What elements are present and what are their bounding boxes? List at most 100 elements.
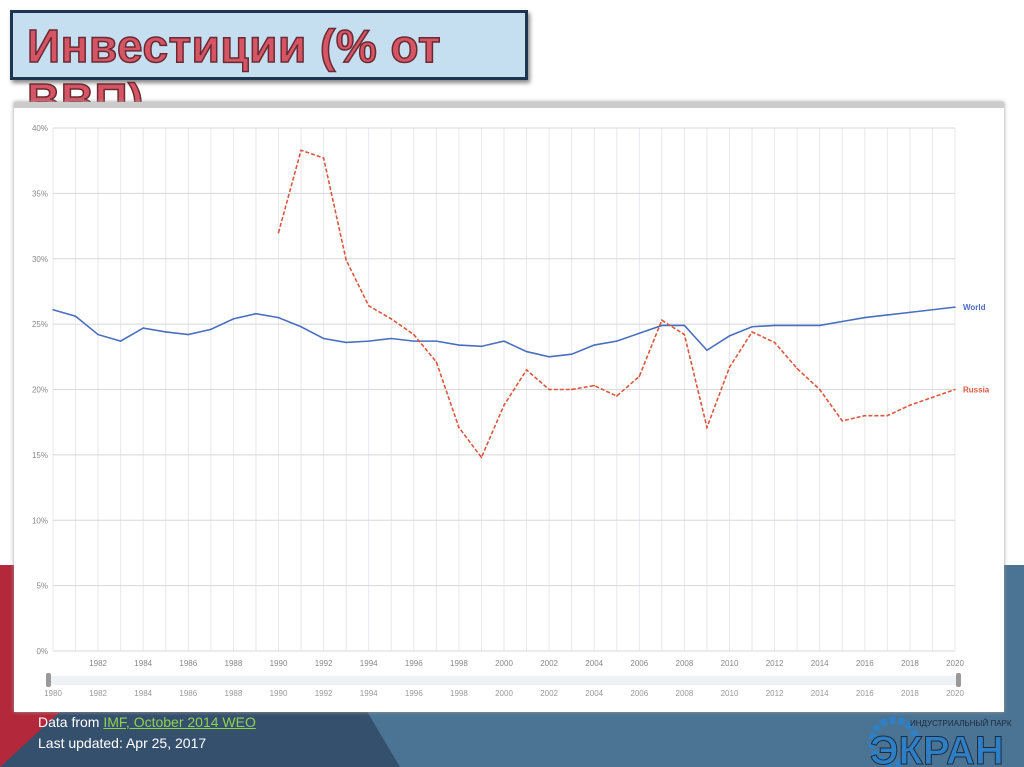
data-point-russia [480,456,483,459]
data-point-world [74,315,77,318]
footer-source: Data from IMF, October 2014 WEO [38,714,256,730]
data-point-russia [503,404,505,406]
data-point-world [322,337,325,340]
title-box: Инвестиции (% от ВВП) [10,10,528,127]
data-point-world [818,324,821,327]
data-point-russia [593,384,595,387]
y-tick-label: 20% [32,386,48,395]
data-point-russia [638,375,641,378]
data-point-world [728,335,731,337]
x-tick-label: 2008 [676,659,694,668]
x-tick-label: 1992 [315,659,333,668]
data-point-world [841,320,844,323]
data-point-world [864,316,866,319]
data-point-world [345,341,347,344]
slider-tick-label: 2018 [901,689,919,698]
data-point-world [570,353,573,355]
data-point-world [300,325,302,328]
chart-panel [14,102,1004,712]
data-point-russia [413,333,415,336]
x-tick-label: 1988 [225,659,243,668]
y-tick-label: 25% [32,320,48,329]
data-point-world [638,332,641,335]
last-updated: Last updated: Apr 25, 2017 [38,735,207,751]
data-point-russia [728,366,731,369]
slider-tick-label: 2012 [766,689,784,698]
y-tick-label: 35% [32,189,48,198]
source-link[interactable]: IMF, October 2014 WEO [103,714,256,730]
x-tick-label: 1994 [360,659,378,668]
data-point-world [480,345,483,348]
data-point-world [142,327,144,329]
data-point-world [773,324,776,327]
y-tick-label: 5% [36,582,48,591]
data-point-world [97,333,99,336]
data-point-world [210,328,212,331]
data-point-russia [841,420,844,422]
slider-tick-label: 2000 [495,689,513,698]
x-tick-label: 2018 [901,659,919,668]
data-point-world [796,324,798,327]
range-slider-handle-right[interactable] [956,673,961,687]
data-point-world [503,340,505,342]
slider-tick-label: 2014 [811,689,829,698]
slider-tick-label: 1990 [270,689,288,698]
y-tick-label: 10% [32,516,48,525]
data-point-russia [367,305,370,307]
x-tick-label: 2002 [540,659,558,668]
data-point-russia [525,369,528,371]
data-point-world [615,340,618,342]
range-slider-track [49,676,959,685]
ekran-logo: ИНДУСТРИАЛЬНЫЙ ПАРК ЭКРАН [868,716,1012,767]
data-point-russia [886,414,889,417]
data-point-world [119,340,122,342]
x-tick-label: 1984 [134,659,152,668]
slider-tick-label: 1982 [89,689,107,698]
x-tick-label: 1986 [179,659,197,668]
data-point-world [931,308,934,311]
slider-tick-label: 1988 [225,689,243,698]
data-point-russia [818,388,821,391]
x-tick-label: 2010 [721,659,739,668]
data-from-label: Data from [38,714,104,730]
x-tick-label: 2016 [856,659,874,668]
x-tick-label: 2004 [585,659,603,668]
data-point-russia [345,259,347,261]
slider-tick-label: 2010 [721,689,739,698]
slider-tick-label: 1980 [44,689,62,698]
data-point-world [52,308,54,311]
slider-tick-label: 2020 [946,689,964,698]
data-point-world [187,333,190,336]
data-point-russia [390,318,393,320]
data-point-world [548,356,550,358]
data-point-russia [796,367,798,370]
slider-tick-label: 2004 [585,689,603,698]
data-point-world [909,311,911,314]
data-point-world [458,344,460,346]
data-point-russia [300,149,302,152]
svg-text:ЭКРАН: ЭКРАН [870,729,1004,767]
data-point-russia [864,414,866,417]
x-tick-label: 1982 [89,659,107,668]
slider-tick-label: 1998 [450,689,468,698]
svg-text:ИНДУСТРИАЛЬНЫЙ ПАРК: ИНДУСТРИАЛЬНЫЙ ПАРК [910,719,1012,728]
data-point-russia [909,404,911,406]
x-tick-label: 2020 [946,659,964,668]
range-slider-handle-left[interactable] [46,673,51,687]
slider-tick-label: 1996 [405,689,423,698]
slider-tick-label: 1994 [360,689,378,698]
legend-label-world: World [963,303,986,312]
data-point-world [277,316,280,319]
x-tick-label: 2012 [766,659,784,668]
data-point-russia [570,388,573,391]
x-tick-label: 1998 [450,659,468,668]
data-point-world [954,306,956,308]
y-tick-label: 0% [36,647,48,656]
slider-tick-label: 2006 [630,689,648,698]
data-point-world [525,350,528,353]
data-point-world [413,340,415,342]
data-point-world [706,349,708,352]
data-point-russia [435,361,438,363]
data-point-world [232,318,235,320]
slider-tick-label: 1984 [134,689,152,698]
